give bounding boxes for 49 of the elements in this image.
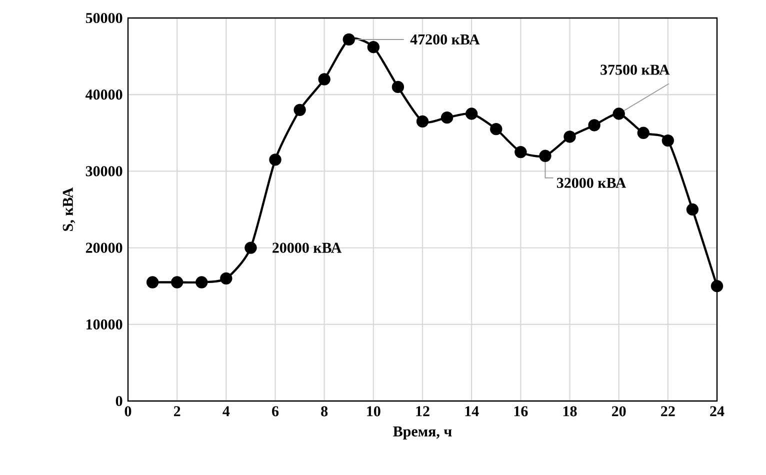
x-tick-label: 6: [272, 406, 279, 416]
annotation: 37500 кВА: [600, 64, 670, 75]
y-tick-label: 0: [116, 396, 122, 406]
x-tick-label: 14: [465, 406, 479, 416]
point: [318, 73, 330, 86]
point: [220, 272, 232, 285]
point: [440, 111, 454, 124]
x-tick-label: 8: [321, 406, 328, 416]
x-tick-label: 18: [563, 406, 577, 416]
point: [416, 115, 429, 128]
point: [244, 242, 257, 254]
point: [564, 130, 576, 143]
y-tick-label: 40000: [86, 90, 122, 100]
point: [367, 41, 380, 54]
point: [146, 276, 159, 288]
point: [686, 203, 699, 216]
point: [539, 150, 552, 162]
point: [490, 122, 502, 136]
annotation: 47200 кВА: [410, 34, 480, 45]
y-tick-label: 20000: [86, 242, 122, 253]
point: [342, 33, 355, 46]
point: [662, 134, 674, 147]
x-tick-label: 24: [710, 406, 724, 416]
point: [392, 80, 404, 94]
x-tick-label: 10: [367, 406, 380, 416]
x-tick-label: 4: [222, 406, 230, 416]
point: [294, 104, 306, 116]
x-tick-label: 20: [612, 406, 626, 416]
x-tick-label: 12: [416, 406, 430, 416]
y-tick-label: 10000: [86, 319, 122, 330]
y-tick-label: 50000: [86, 12, 122, 24]
x-tick-label: 16: [514, 406, 528, 416]
point: [588, 119, 600, 132]
x-tick-label: 0: [124, 406, 132, 416]
y-tick-label: 30000: [86, 166, 122, 176]
point: [637, 126, 650, 139]
annotation: 32000 кВА: [556, 178, 626, 188]
annotation: 20000 кВА: [272, 242, 342, 253]
y-axis-title: S, кВА: [62, 187, 76, 231]
point: [170, 276, 184, 288]
x-tick-label: 22: [661, 406, 675, 416]
point: [269, 154, 282, 166]
point: [612, 108, 625, 120]
x-tick-label: 2: [174, 406, 180, 416]
x-axis-title: Время, ч: [393, 426, 452, 440]
point: [514, 146, 527, 158]
point: [710, 280, 724, 292]
point: [465, 108, 478, 120]
point: [196, 276, 208, 288]
